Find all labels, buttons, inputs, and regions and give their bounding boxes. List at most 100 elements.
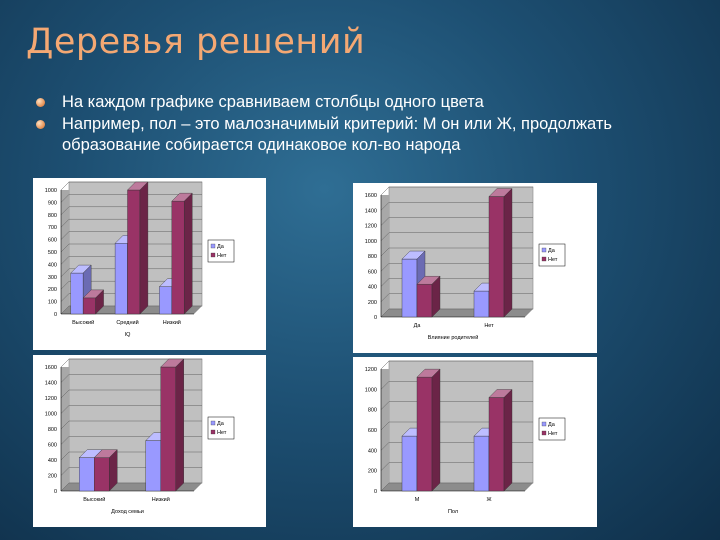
x-tick-label: Да	[414, 323, 422, 329]
bar	[416, 275, 441, 318]
y-tick-label: 1600	[365, 193, 377, 199]
bullet-icon	[36, 120, 45, 129]
bar-front	[488, 196, 505, 318]
gridline	[60, 358, 202, 368]
bar	[488, 388, 513, 492]
y-tick-label: 200	[368, 469, 377, 475]
gridline	[60, 181, 202, 191]
bar-front	[473, 435, 490, 492]
y-tick-label: 800	[48, 427, 57, 433]
legend-label: Да	[548, 248, 556, 254]
gridline	[60, 256, 202, 265]
legend-label: Да	[217, 244, 225, 250]
y-tick-label: 500	[48, 250, 57, 256]
chart-gender: 0 200 400 600 800 1000 1200 М Ж Пол Да Нет	[365, 360, 566, 515]
bar-front	[145, 440, 161, 492]
y-tick-label: 1200	[365, 224, 377, 230]
bullet-text: На каждом графике сравниваем столбцы одн…	[62, 93, 484, 111]
bar	[416, 368, 441, 492]
legend-label: Нет	[217, 253, 227, 259]
gridline	[380, 401, 533, 410]
x-axis-title: Пол	[448, 509, 458, 515]
bar	[82, 289, 105, 315]
gridline	[60, 280, 202, 290]
gridline	[380, 360, 533, 370]
legend-label: Нет	[548, 431, 558, 437]
bar-side	[431, 368, 441, 492]
chart-side-wall	[61, 190, 69, 314]
bar	[171, 192, 193, 315]
bar-front	[127, 189, 141, 315]
gridline	[380, 247, 533, 257]
y-tick-label: 1200	[45, 396, 57, 402]
y-tick-label: 1400	[365, 208, 377, 214]
gridline	[380, 217, 533, 226]
y-tick-label: 0	[54, 312, 57, 318]
x-tick-label: Ж	[486, 497, 491, 503]
gridline	[60, 268, 202, 277]
legend-swatch	[210, 429, 216, 435]
y-tick-label: 400	[48, 458, 57, 464]
bullet-item: Например, пол – это малозначимый критери…	[36, 114, 706, 156]
y-tick-label: 1000	[45, 188, 57, 194]
gridline	[60, 305, 202, 315]
gridline	[60, 231, 202, 240]
bar-side	[503, 388, 513, 492]
bar-front	[114, 243, 128, 315]
bullet-text: Например, пол – это малозначимый критери…	[62, 115, 613, 154]
gridline	[380, 381, 533, 390]
bar	[160, 358, 185, 492]
bar-front	[401, 258, 418, 318]
chart-side-wall	[61, 367, 69, 491]
gridline	[380, 421, 533, 431]
y-tick-label: 400	[48, 262, 57, 268]
bar-front	[70, 272, 84, 315]
gridline	[380, 263, 533, 272]
y-tick-label: 1200	[365, 367, 377, 373]
y-tick-label: 800	[368, 254, 377, 260]
y-tick-label: 800	[48, 213, 57, 219]
legend-swatch	[541, 421, 547, 427]
y-tick-label: 0	[54, 489, 57, 495]
bullet-list: На каждом графике сравниваем столбцы одн…	[36, 92, 706, 157]
y-tick-label: 0	[374, 315, 377, 321]
bar	[488, 188, 513, 318]
bar-front	[473, 290, 490, 318]
bar-front	[401, 435, 418, 492]
bullet-icon	[36, 98, 45, 107]
bar-front	[488, 397, 505, 492]
gridline	[380, 186, 533, 196]
chart-side-wall	[381, 195, 389, 317]
x-tick-label: Высокий	[83, 496, 105, 503]
bar-side	[503, 188, 513, 318]
y-tick-label: 1000	[365, 239, 377, 245]
bar-front	[171, 200, 185, 315]
bar-side	[139, 181, 149, 315]
x-tick-label: М	[415, 497, 420, 503]
bar-side	[109, 449, 118, 492]
y-tick-label: 700	[48, 225, 57, 231]
slide-title: Деревья решений	[26, 22, 366, 62]
chart-iq: 0 100 200 300 400 500 600 700 800 900 1000 Высокий С…	[45, 181, 235, 338]
bar-side	[95, 289, 104, 315]
gridline	[380, 232, 533, 241]
bar-front	[79, 457, 95, 492]
legend-label: Нет	[548, 257, 558, 263]
y-tick-label: 200	[48, 287, 57, 293]
legend-swatch	[210, 243, 216, 249]
chart-side-wall	[381, 369, 389, 491]
gridline	[60, 243, 202, 253]
chart-panel-iq: 0 100 200 300 400 500 600 700 800 900 1000 Высокий С…	[33, 178, 266, 350]
legend-swatch	[210, 252, 216, 258]
legend-swatch	[210, 420, 216, 426]
chart-parents: 0 200 400 600 800 1000 1200 1400 1600 Да Нет Влияни…	[365, 186, 566, 341]
x-axis-title: IQ	[125, 332, 132, 338]
x-tick-label: Средний	[116, 319, 138, 326]
y-tick-label: 1400	[45, 381, 57, 387]
x-tick-label: Низкий	[163, 319, 181, 326]
bar-side	[431, 275, 441, 318]
bar-side	[184, 192, 193, 315]
y-tick-label: 800	[368, 408, 377, 414]
gridline	[380, 278, 533, 287]
y-tick-label: 100	[48, 300, 57, 306]
